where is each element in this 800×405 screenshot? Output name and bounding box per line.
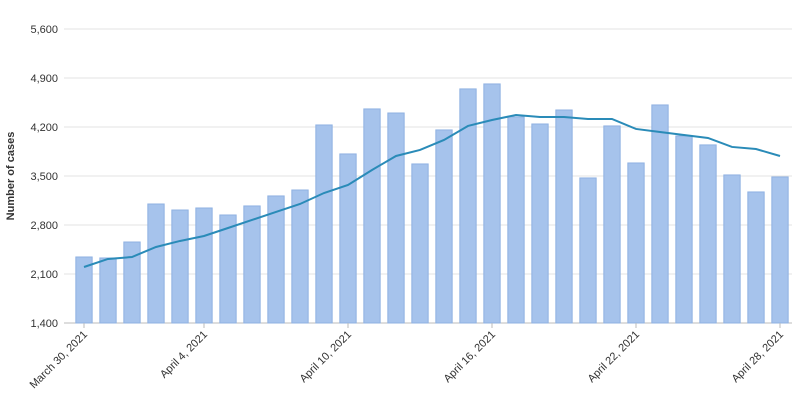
x-tick-label: April 4, 2021 <box>158 329 210 381</box>
x-tick-label: March 30, 2021 <box>28 329 91 392</box>
bar <box>147 203 165 324</box>
bar <box>747 191 765 324</box>
y-axis-label: Number of cases <box>5 132 17 221</box>
bar <box>219 214 237 324</box>
bar <box>99 257 117 324</box>
bar <box>243 205 261 324</box>
bar <box>267 195 285 324</box>
bar <box>459 88 477 324</box>
bar <box>339 153 357 324</box>
bar <box>315 124 333 324</box>
y-tick-label: 2,800 <box>30 220 58 232</box>
bar <box>387 112 405 324</box>
x-tick-label: April 10, 2021 <box>298 329 354 385</box>
bar <box>411 163 429 324</box>
x-tick-label: April 28, 2021 <box>730 329 786 385</box>
bar <box>363 108 381 324</box>
bar <box>507 116 525 324</box>
bar <box>651 104 669 324</box>
y-tick-label: 1,400 <box>30 318 58 330</box>
bar <box>123 241 141 324</box>
trend-line <box>83 113 781 268</box>
bar <box>291 189 309 324</box>
y-tick-label: 2,100 <box>30 269 58 281</box>
bar <box>171 209 189 324</box>
x-tick-label: April 16, 2021 <box>442 329 498 385</box>
bar <box>723 174 741 324</box>
y-tick-label: 4,900 <box>30 73 58 85</box>
x-tick-label: April 22, 2021 <box>586 329 642 385</box>
bar <box>627 162 645 324</box>
bar <box>675 135 693 324</box>
bar <box>699 144 717 324</box>
bar <box>555 109 573 324</box>
bar <box>195 207 213 324</box>
y-tick-label: 4,200 <box>30 122 58 134</box>
bar <box>603 125 621 324</box>
bar <box>579 177 597 324</box>
bar <box>531 123 549 324</box>
y-tick-label: 3,500 <box>30 171 58 183</box>
bar <box>435 129 453 324</box>
y-tick-label: 5,600 <box>30 24 58 36</box>
bar <box>771 176 789 324</box>
